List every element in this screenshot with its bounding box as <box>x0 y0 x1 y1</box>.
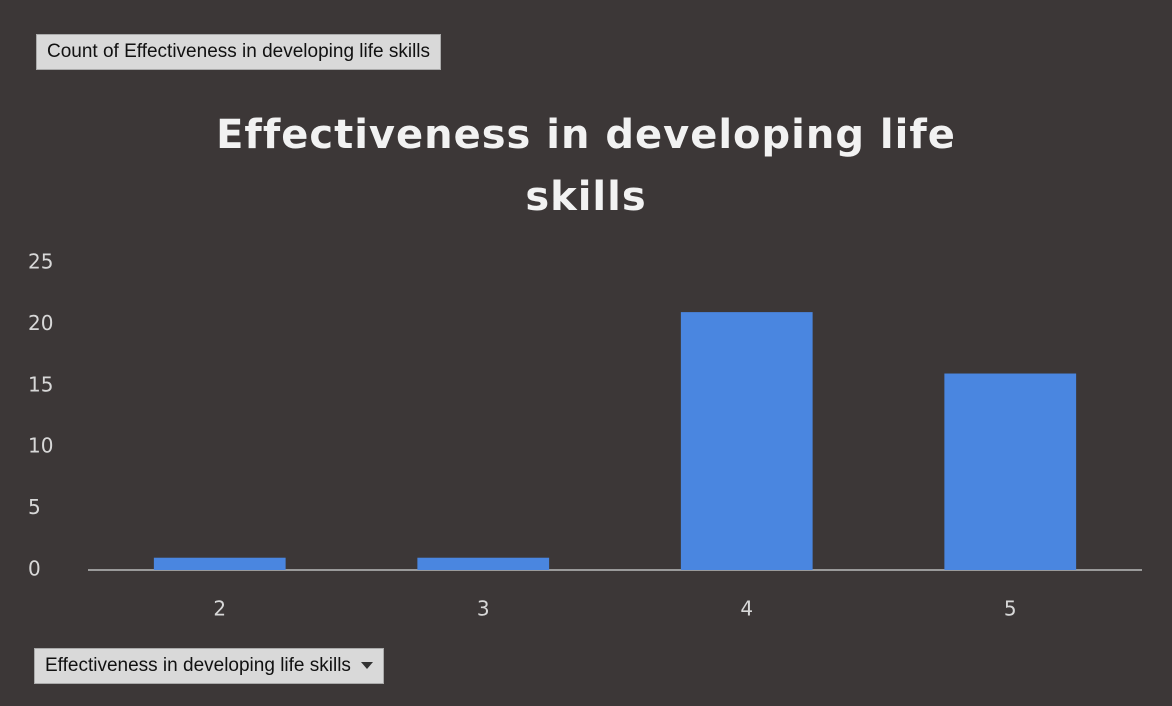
y-tick-label: 15 <box>28 372 53 396</box>
y-tick-label: 20 <box>28 311 53 335</box>
axis-field-button[interactable]: Effectiveness in developing life skills <box>34 648 384 684</box>
chart-title: Effectiveness in developing life skills <box>216 112 956 220</box>
y-tick-label: 25 <box>28 250 53 274</box>
x-tick-label: 2 <box>213 597 226 621</box>
value-field-label: Count of Effectiveness in developing lif… <box>47 41 431 62</box>
bar <box>680 312 813 570</box>
dropdown-arrow <box>360 662 373 669</box>
bar <box>944 373 1077 570</box>
bar <box>153 557 286 570</box>
y-tick-label: 0 <box>28 557 41 581</box>
x-tick-label: 5 <box>1004 597 1017 621</box>
x-tick-label: 4 <box>740 597 753 621</box>
value-field-button[interactable]: Count of Effectiveness in developing lif… <box>36 34 442 70</box>
x-tick-label: 3 <box>477 597 490 621</box>
axis-field-label: Effectiveness in developing life skills <box>45 655 351 676</box>
y-tick-label: 5 <box>28 495 41 519</box>
y-tick-label: 10 <box>28 434 53 458</box>
bar <box>417 557 550 570</box>
